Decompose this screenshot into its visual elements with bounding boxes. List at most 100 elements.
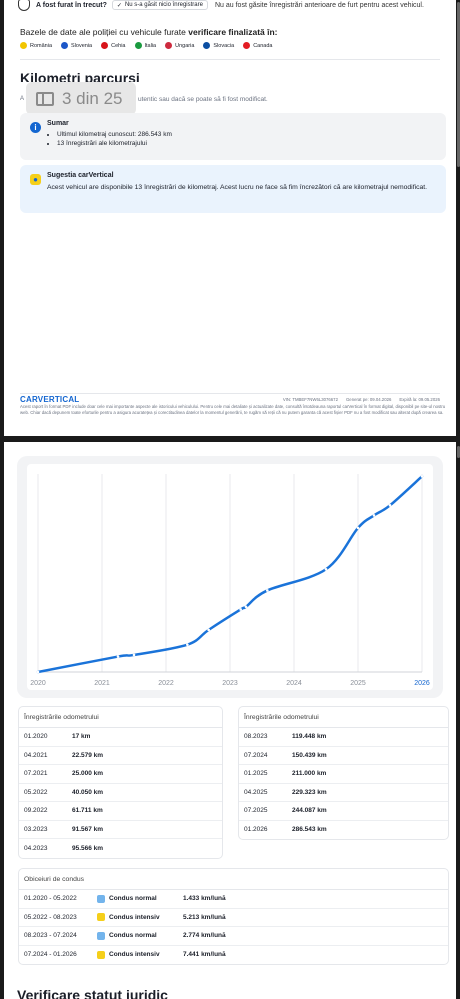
report-page-2: 2020 2021 2022 2023 2024 2025 2026 Înregistrăr…: [4, 442, 456, 999]
table-row: 01.2025 211.000 km: [239, 765, 448, 784]
divider: [20, 59, 440, 60]
country-name: Italia: [144, 42, 157, 49]
table-row: 05.2022 40.050 km: [19, 784, 222, 802]
mileage-chart-area: 2020 2021 2022 2023 2024 2025 2026: [27, 464, 433, 690]
flag-icon: [61, 42, 69, 49]
habit-rate: 7.441 km/lună: [183, 951, 226, 959]
country-name: Slovacia: [213, 42, 235, 49]
x-tick-label: 2024: [286, 680, 302, 687]
footer-expires: Expiră la: 09.05.2026: [399, 397, 440, 402]
habit-rate: 2.774 km/lună: [183, 932, 226, 940]
data-point: [207, 628, 210, 632]
summary-title: Sumar: [47, 120, 69, 127]
flag-icon: [165, 42, 173, 49]
record-date: 01.2025: [244, 770, 268, 778]
flag-icon: [20, 42, 27, 49]
record-date: 01.2020: [24, 733, 48, 741]
habit-rate: 5.213 km/lună: [183, 913, 226, 921]
habit-color-swatch: [97, 913, 105, 922]
table-row: 07.2025 244.087 km: [239, 802, 448, 821]
country-flag-item: Slovacia: [203, 42, 234, 49]
habit-label: Condus normal: [97, 931, 183, 940]
mileage-subtitle: utentic sau dacă se poate să fi fost mod…: [138, 96, 268, 103]
check-icon: ✓: [116, 2, 122, 9]
flag-icon: [134, 42, 142, 49]
watermark: AUTOVIT.RO: [12, 980, 60, 989]
data-point: [324, 567, 328, 571]
page-counter-label: 3 din 25: [62, 88, 123, 108]
table-row: 04.2025 229.323 km: [239, 784, 448, 802]
data-point: [420, 475, 424, 478]
record-date: 03.2023: [24, 825, 48, 833]
footer-vin: VIN: TMBEF7NW6L3076672: [282, 397, 338, 402]
x-tick-label: 2025: [350, 680, 366, 687]
mileage-title: Kilometri parcurși: [20, 70, 140, 82]
data-point: [356, 526, 360, 530]
stolen-status-chip: ✓ Nu s-a găsit nicio înregistrare: [111, 0, 208, 10]
habit-color-swatch: [97, 931, 105, 940]
data-point: [239, 608, 242, 611]
driving-habits-title: Obiceiuri de condus: [19, 869, 448, 890]
summary-item: 13 înregistrări ale kilometrajului: [57, 140, 436, 149]
country-flag-item: România: [20, 42, 52, 49]
data-point: [116, 655, 120, 658]
odometer-table-left: Înregistrările odometrului 01.2020 17 km 0…: [18, 706, 223, 859]
x-tick-label: 2026: [414, 680, 430, 687]
record-date: 04.2021: [24, 751, 48, 759]
record-value: 91.567 km: [72, 825, 104, 833]
habit-period: 08.2023 - 07.2024: [24, 932, 77, 940]
data-point: [186, 643, 189, 646]
mileage-line-chart: 2020 2021 2022 2023 2024 2025 2026: [30, 474, 430, 687]
data-point: [36, 670, 40, 674]
habit-rate: 1.433 km/lună: [183, 895, 226, 903]
suggestion-title: Sugestia carVertical: [47, 172, 114, 179]
table-row: 03.2023 91.567 km: [19, 821, 222, 839]
country-name: Slovenia: [71, 42, 93, 49]
stolen-question: A fost furat în trecut?: [36, 1, 107, 9]
table-row: 07.2021 25.000 km: [19, 765, 222, 784]
table-row: 04.2021 22.579 km: [19, 747, 222, 765]
x-tick-label: 2020: [30, 680, 46, 687]
habit-label-text: Condus intensiv: [109, 913, 160, 921]
scrollbar-thumb[interactable]: [457, 446, 460, 458]
record-value: 22.579 km: [72, 751, 104, 759]
x-tick-label: 2021: [94, 680, 110, 687]
odometer-table-title: Înregistrările odometrului: [19, 707, 222, 728]
data-point: [388, 504, 392, 507]
flag-icon: [203, 42, 211, 49]
country-flag-item: Italia: [134, 42, 157, 49]
record-value: 25.000 km: [72, 770, 104, 778]
habit-color-swatch: [97, 894, 105, 903]
country-name: România: [30, 42, 53, 49]
record-value: 211.000 km: [292, 770, 327, 778]
summary-item: Ultimul kilometraj cunoscut: 286.543 km: [57, 131, 436, 140]
stolen-note: Nu au fost găsite înregistrări anterioar…: [214, 1, 424, 9]
page-counter[interactable]: 3 din 25: [26, 82, 136, 115]
footer-disclaimer: Acest raport în format PDF include doar …: [20, 404, 446, 415]
summary-box: i Sumar Ultimul kilometraj cunoscut: 286…: [20, 113, 446, 160]
habit-label-text: Condus normal: [109, 932, 157, 940]
suggestion-text: Acest vehicul are disponibile 13 înregis…: [47, 184, 428, 191]
record-value: 40.050 km: [72, 788, 104, 796]
scrollbar-thumb[interactable]: [457, 2, 460, 167]
info-icon: i: [30, 122, 41, 133]
data-point: [132, 653, 136, 657]
stolen-status-label: Nu s-a găsit nicio înregistrare: [124, 2, 203, 8]
record-date: 04.2023: [24, 844, 48, 852]
record-value: 286.543 km: [292, 826, 327, 834]
record-date: 01.2026: [244, 826, 268, 834]
carvertical-logo: CARVERTICAL: [20, 395, 80, 404]
x-tick-label: 2022: [158, 680, 174, 687]
odometer-table-right: Înregistrările odometrului 08.2023 119.44…: [238, 706, 449, 840]
habit-period: 07.2024 - 01.2026: [24, 951, 77, 959]
legal-status-title: Verificare statut juridic: [17, 987, 168, 999]
data-point: [244, 605, 248, 609]
habit-label-text: Condus intensiv: [109, 951, 160, 959]
habit-color-swatch: [97, 950, 105, 959]
record-value: 119.448 km: [292, 733, 327, 741]
fox-mascot-icon: [18, 0, 30, 11]
table-row: 01.2020 - 05.2022 Condus normal 1.433 km/l…: [19, 890, 448, 909]
flag-icon: [101, 42, 109, 49]
odometer-table-title: Înregistrările odometrului: [239, 707, 448, 728]
habit-period: 05.2022 - 08.2023: [24, 913, 77, 921]
